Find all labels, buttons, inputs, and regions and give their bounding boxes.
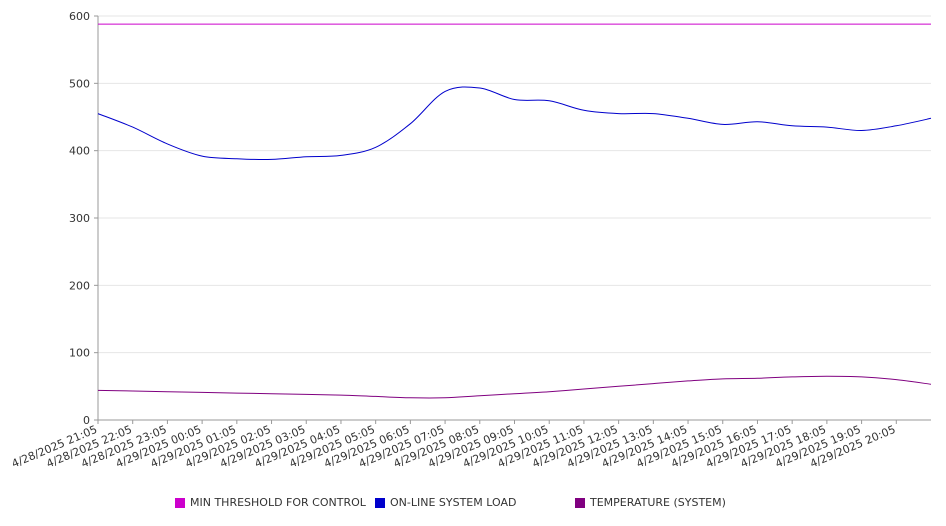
legend-swatch-min-threshold [175, 497, 185, 508]
legend-label-temperature: TEMPERATURE (SYSTEM) [590, 496, 726, 509]
legend-swatch-temperature [575, 497, 585, 508]
y-tick-label: 500 [69, 77, 90, 90]
series-lines [97, 23, 932, 399]
line-chart: 0 100 200 300 400 500 600 4/28/2025 21:054/28/… [10, 10, 932, 471]
legend-swatch-system-load [375, 497, 385, 508]
y-axis-ticks: 0 100 200 300 400 500 600 [69, 10, 90, 427]
axes [94, 15, 931, 424]
series-line-system-load [97, 86, 932, 161]
legend-label-system-load: ON-LINE SYSTEM LOAD [390, 496, 517, 509]
legend: MIN THRESHOLD FOR CONTROL ON-LINE SYSTEM… [0, 496, 946, 516]
y-tick-label: 100 [69, 347, 90, 360]
y-tick-label: 400 [69, 145, 90, 158]
legend-item-min-threshold: MIN THRESHOLD FOR CONTROL [175, 496, 366, 509]
y-tick-label: 0 [83, 414, 90, 427]
y-tick-label: 300 [69, 212, 90, 225]
y-tick-label: 600 [69, 10, 90, 23]
y-tick-label: 200 [69, 279, 90, 292]
series-line-temperature [97, 375, 932, 399]
legend-item-temperature: TEMPERATURE (SYSTEM) [575, 496, 726, 509]
legend-item-system-load: ON-LINE SYSTEM LOAD [375, 496, 516, 509]
legend-label-min-threshold: MIN THRESHOLD FOR CONTROL [190, 496, 366, 509]
x-axis-ticks: 4/28/2025 21:054/28/2025 22:054/28/2025 … [10, 423, 898, 471]
grid [98, 15, 931, 354]
